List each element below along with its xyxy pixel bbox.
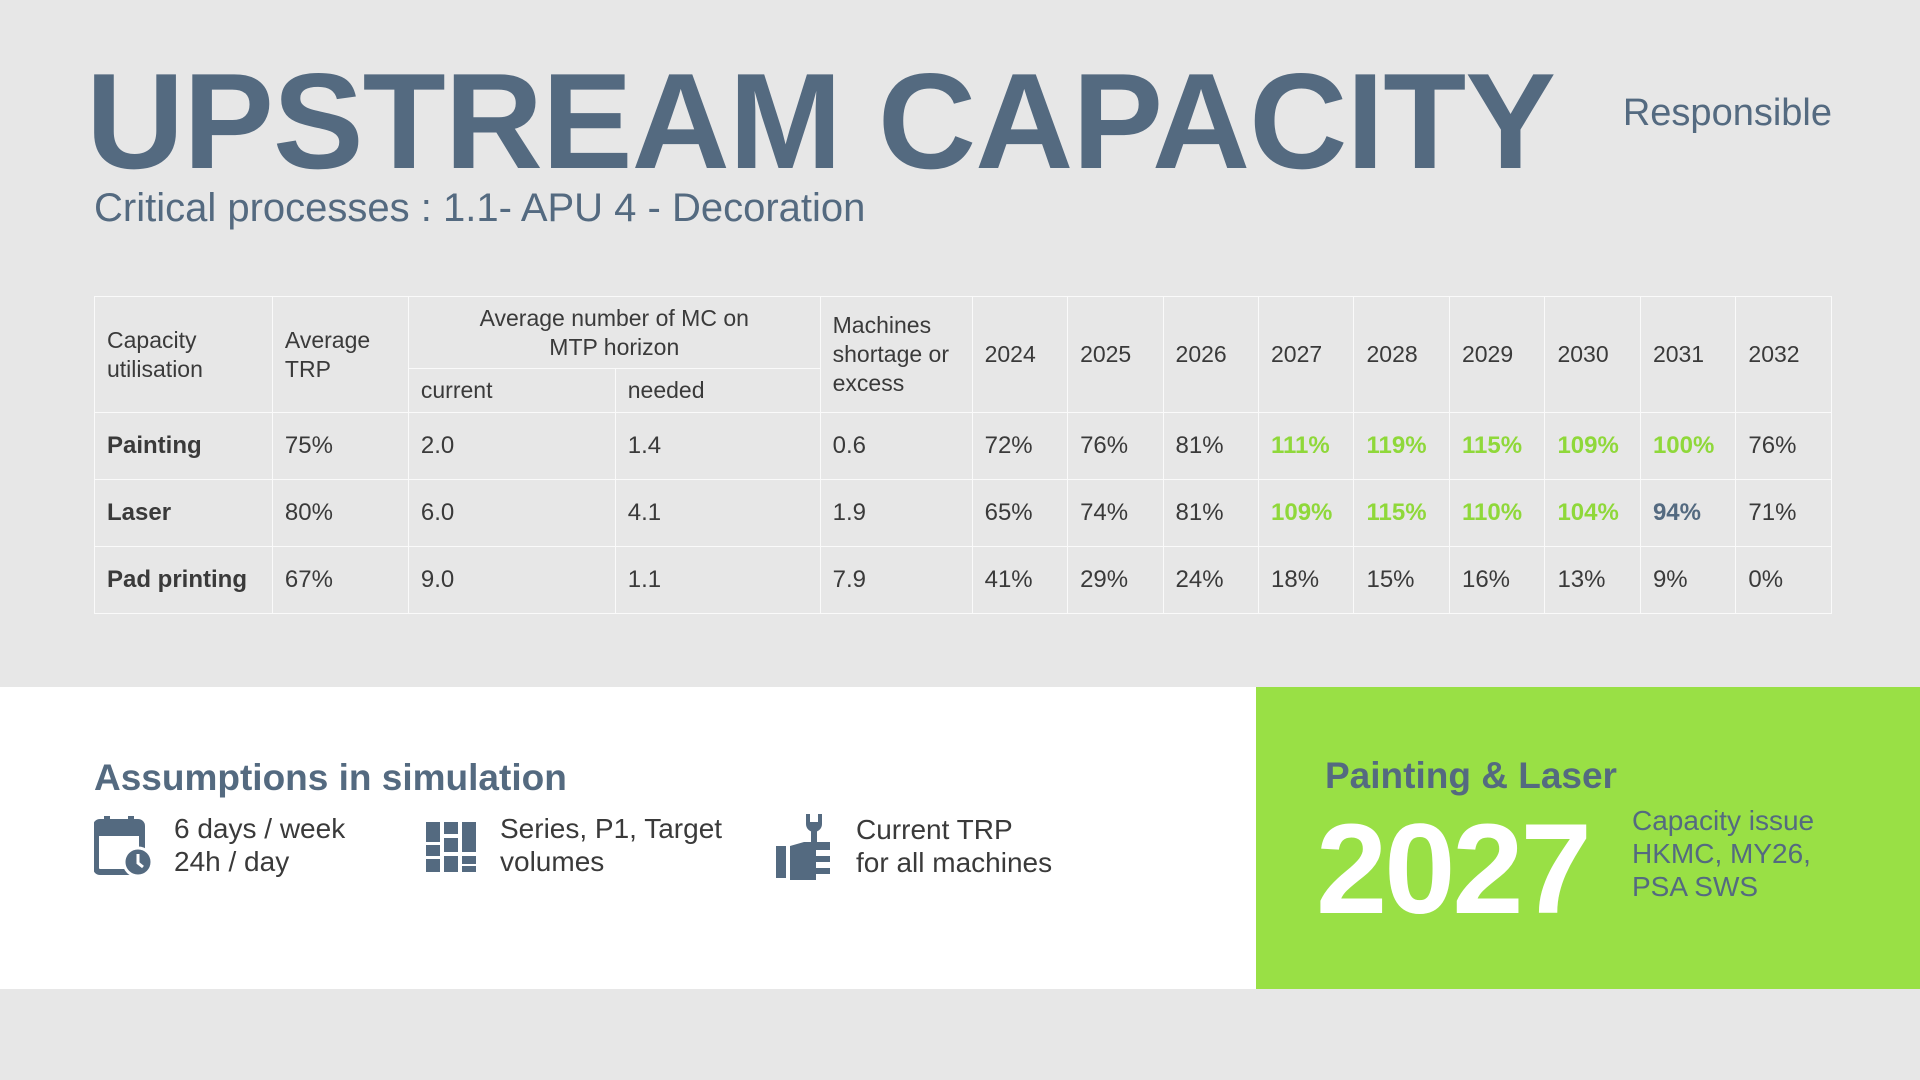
cell-year-value: 9%: [1639, 546, 1737, 614]
header-year: 2028: [1353, 296, 1450, 413]
assumption-item: Series, P1, Target volumes: [426, 812, 722, 878]
header-year: 2031: [1639, 296, 1737, 413]
header-avg-mc: Average number of MC on MTP horizon: [407, 296, 821, 369]
page-title: UPSTREAM CAPACITY: [86, 45, 1556, 197]
assumption-line: volumes: [500, 846, 605, 877]
cell-trp: 75%: [271, 412, 409, 480]
cell-year-value: 115%: [1353, 479, 1450, 547]
thumbs-up-wrench-icon: [776, 814, 830, 880]
cell-year-value: 29%: [1067, 546, 1164, 614]
cell-name: Painting: [94, 412, 273, 480]
highlight-panel: [1256, 687, 1920, 989]
cell-year-value: 24%: [1162, 546, 1260, 614]
calendar-clock-icon: [94, 816, 152, 876]
cell-year-value: 115%: [1448, 412, 1546, 480]
cell-year-value: 109%: [1257, 479, 1355, 547]
header-year: 2030: [1544, 296, 1641, 413]
cell-shortage: 7.9: [819, 546, 973, 614]
highlight-note-line: PSA SWS: [1632, 871, 1759, 902]
cell-year-value: 94%: [1639, 479, 1737, 547]
cell-year-value: 71%: [1735, 479, 1832, 547]
cell-current: 2.0: [407, 412, 616, 480]
cell-name: Pad printing: [94, 546, 273, 614]
cell-year-value: 76%: [1067, 412, 1164, 480]
cell-shortage: 1.9: [819, 479, 973, 547]
cell-year-value: 104%: [1544, 479, 1641, 547]
assumption-item: Current TRP for all machines: [776, 812, 1052, 880]
cell-year-value: 76%: [1735, 412, 1832, 480]
cell-year-value: 100%: [1639, 412, 1737, 480]
assumptions-title: Assumptions in simulation: [94, 757, 567, 798]
cell-year-value: 0%: [1735, 546, 1832, 614]
cell-year-value: 111%: [1257, 412, 1355, 480]
header-year: 2026: [1162, 296, 1260, 413]
grid-icon: [426, 822, 476, 872]
assumption-line: Series, P1, Target: [500, 813, 723, 844]
cell-needed: 4.1: [614, 479, 821, 547]
cell-year-value: 109%: [1544, 412, 1641, 480]
cell-name: Laser: [94, 479, 273, 547]
highlight-title: Painting & Laser: [1325, 755, 1617, 796]
cell-needed: 1.1: [614, 546, 821, 614]
highlight-note-line: HKMC, MY26,: [1632, 838, 1811, 869]
cell-year-value: 119%: [1353, 412, 1450, 480]
header-year: 2029: [1448, 296, 1546, 413]
assumption-line: 24h / day: [174, 846, 290, 877]
header-current: current: [407, 368, 616, 413]
cell-year-value: 110%: [1448, 479, 1546, 547]
assumption-line: 6 days / week: [174, 813, 346, 844]
cell-needed: 1.4: [614, 412, 821, 480]
highlight-year: 2027: [1316, 798, 1592, 941]
cell-trp: 80%: [271, 479, 409, 547]
cell-year-value: 74%: [1067, 479, 1164, 547]
cell-year-value: 15%: [1353, 546, 1450, 614]
cell-year-value: 65%: [971, 479, 1069, 547]
cell-year-value: 18%: [1257, 546, 1355, 614]
responsible-label: Responsible: [1622, 92, 1832, 134]
table-row: Painting 75% 2.0 1.4 0.6 72% 76% 81% 111% 119% 115…: [94, 412, 1832, 480]
header-trp: Average TRP: [271, 296, 409, 413]
assumption-line: Current TRP: [856, 814, 1013, 845]
cell-current: 9.0: [407, 546, 616, 614]
assumption-line: for all machines: [856, 847, 1053, 878]
header-needed: needed: [614, 368, 821, 413]
cell-year-value: 81%: [1162, 412, 1260, 480]
header-year: 2024: [971, 296, 1069, 413]
cell-year-value: 72%: [971, 412, 1069, 480]
highlight-note-line: Capacity issue: [1632, 805, 1815, 836]
assumption-item: 6 days / week 24h / day: [94, 812, 345, 878]
header-shortage: Machines shortage or excess: [819, 296, 973, 413]
table-row: Laser 80% 6.0 4.1 1.9 65% 74% 81% 109% 115% 110% 10…: [94, 479, 1832, 547]
page-subtitle: Critical processes : 1.1- APU 4 - Decora…: [94, 186, 866, 230]
header-year: 2025: [1067, 296, 1164, 413]
cell-year-value: 16%: [1448, 546, 1546, 614]
header-capacity: Capacity utilisation: [94, 296, 273, 413]
cell-year-value: 13%: [1544, 546, 1641, 614]
header-year: 2027: [1257, 296, 1355, 413]
table-row: Pad printing 67% 9.0 1.1 7.9 41% 29% 24% 18% 15% 1…: [94, 546, 1832, 614]
highlight-note: Capacity issue HKMC, MY26, PSA SWS: [1632, 804, 1814, 903]
cell-year-value: 41%: [971, 546, 1069, 614]
cell-year-value: 81%: [1162, 479, 1260, 547]
capacity-table: Capacity utilisation Average TRP Average…: [94, 296, 1832, 614]
cell-current: 6.0: [407, 479, 616, 547]
header-year: 2032: [1735, 296, 1832, 413]
cell-trp: 67%: [271, 546, 409, 614]
cell-shortage: 0.6: [819, 412, 973, 480]
